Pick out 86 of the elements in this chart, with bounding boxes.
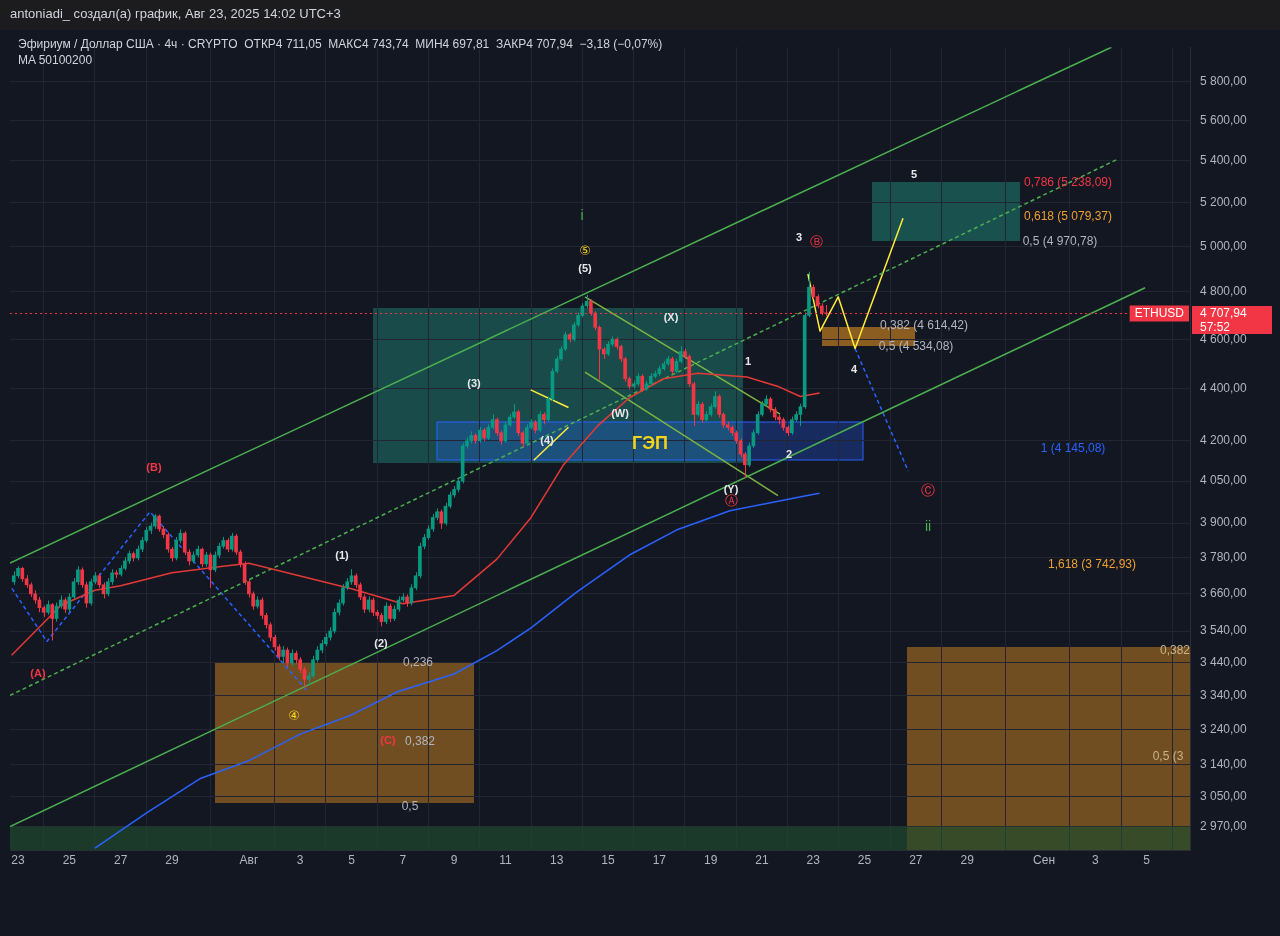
annotation: (1)	[335, 548, 349, 561]
text: 4 707,94	[1192, 306, 1272, 320]
x-tick-label: 9	[450, 852, 458, 867]
candlestick	[234, 533, 238, 556]
annotation: 4	[850, 362, 858, 375]
text: antoniadi_ создал(а) график, Авг 23, 2025 14:02 UTC+3	[10, 6, 341, 21]
annotation: Ⓒ	[921, 482, 935, 498]
annotation: (Y)	[723, 482, 739, 495]
y-tick-label: 5 600,00	[1200, 112, 1248, 127]
annotation: 0,5 (4 970,78)	[1022, 234, 1098, 248]
y-tick-label: 5 000,00	[1200, 238, 1248, 253]
y-tick-label: 3 050,00	[1200, 789, 1248, 804]
x-tick-label: 27	[909, 852, 923, 867]
y-tick-label: 4 600,00	[1200, 331, 1248, 346]
annotation: 1 (4 145,08)	[1040, 441, 1106, 455]
y-tick-label: 3 440,00	[1200, 655, 1248, 670]
annotation: (B)	[146, 460, 162, 473]
candlestick	[747, 442, 751, 468]
annotation: 0,5 (3	[1152, 749, 1184, 763]
annotation: ④	[288, 707, 300, 723]
annotation: (5)	[578, 261, 592, 274]
x-tick-label: Сен	[1033, 852, 1056, 867]
candlestick	[88, 578, 93, 607]
y-tick-label: 4 200,00	[1200, 432, 1248, 447]
y-tick-label: 3 780,00	[1200, 550, 1248, 565]
y-tick-label: 5 200,00	[1200, 195, 1248, 210]
y-tick-label: 4 050,00	[1200, 473, 1248, 488]
x-tick-label: 21	[755, 852, 769, 867]
x-tick-label: 23	[11, 852, 26, 867]
text: MA 50100200	[18, 53, 93, 67]
x-tick-label: 13	[550, 852, 564, 867]
y-tick-label: 3 240,00	[1200, 721, 1248, 736]
y-tick-label: 4 400,00	[1200, 381, 1248, 396]
annotation: (A)	[30, 666, 46, 679]
x-tick-label: 5	[348, 852, 356, 867]
annotation: 0,618 (5 079,37)	[1023, 209, 1113, 223]
x-tick-label: 5	[1143, 852, 1151, 867]
y-tick-label: 3 660,00	[1200, 586, 1248, 601]
x-tick-label: 29	[165, 852, 179, 867]
annotation: 0,5	[401, 799, 419, 813]
x-tick-label: 29	[960, 852, 975, 867]
y-tick-label: 3 540,00	[1200, 623, 1248, 638]
candlestick	[388, 603, 392, 623]
x-tick-label: Авг	[239, 852, 259, 867]
text: 57:52	[1192, 320, 1272, 334]
x-tick-label: 25	[857, 852, 872, 867]
y-tick-label: 3 140,00	[1200, 756, 1248, 771]
x-tick-label: 15	[601, 852, 616, 867]
annotation: (3)	[467, 376, 481, 389]
x-tick-label: 11	[499, 852, 512, 867]
y-tick-label: 4 800,00	[1200, 284, 1248, 299]
annotation: Ⓑ	[809, 233, 823, 249]
annotation: 0,382	[404, 734, 436, 748]
annotation: (W)	[611, 406, 629, 419]
x-tick-label: 19	[703, 852, 718, 867]
x-tick-label: 3	[296, 852, 304, 867]
annotation: 0,786 (5 238,09)	[1023, 175, 1113, 189]
x-tick-label: 25	[62, 852, 77, 867]
annotation: ГЭП	[632, 433, 668, 453]
candlestick	[495, 417, 499, 437]
annotation: 5	[910, 167, 918, 180]
x-tick-label: 23	[806, 852, 821, 867]
annotation: (C)	[380, 733, 396, 746]
x-tick-label: 3	[1092, 852, 1100, 867]
annotation: 3	[795, 230, 803, 243]
y-tick-label: 3 900,00	[1200, 515, 1248, 530]
x-tick-label: 27	[113, 852, 128, 867]
ref-line-label: ETHUSD	[1134, 305, 1185, 320]
annotation: 1	[744, 354, 752, 367]
x-tick-label: 17	[652, 852, 667, 867]
annotation: 0,236	[402, 655, 434, 669]
annotation: (X)	[663, 310, 679, 323]
x-tick-label: 7	[399, 852, 407, 867]
y-tick-label: 5 400,00	[1200, 153, 1248, 168]
y-tick-label: 5 800,00	[1200, 73, 1248, 88]
annotation: i	[580, 207, 584, 223]
annotation: (4)	[540, 433, 554, 446]
annotation: 2	[785, 447, 793, 460]
annotation: ii	[924, 518, 932, 534]
line-series	[11, 511, 309, 693]
y-tick-label: 3 340,00	[1200, 688, 1248, 703]
annotation: (2)	[374, 636, 388, 649]
chart-title: Эфириум / Доллар США · 4ч · CRYPTO ОТКР4 711,05 МАКС4 743,74 МИН4 697,81 ЗАКР4 707,94 −3,18 (−0,07%)	[18, 37, 663, 51]
annotation: ⑤	[579, 242, 591, 258]
y-tick-label: 2 970,00	[1200, 818, 1248, 833]
annotation: 1,618 (3 742,93)	[1047, 557, 1137, 571]
